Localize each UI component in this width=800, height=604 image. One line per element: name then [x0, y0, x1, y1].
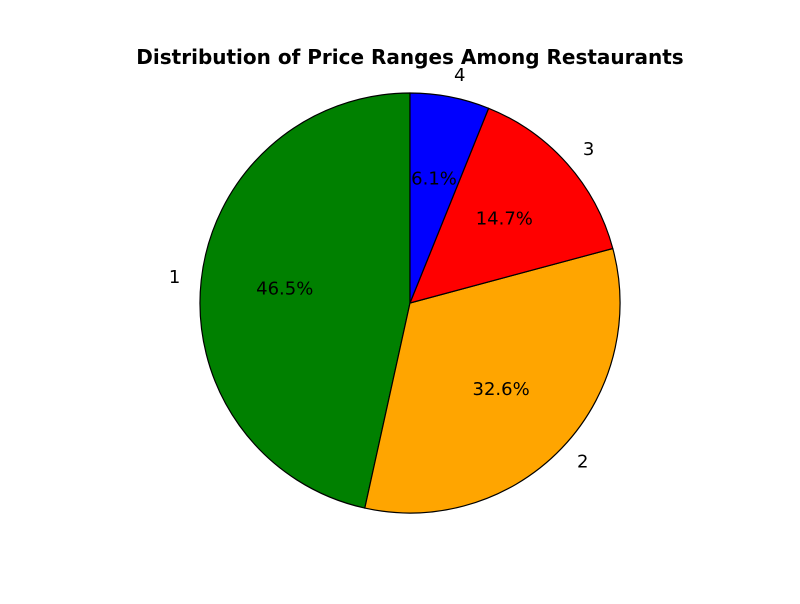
- pie-slice-2: [364, 247, 621, 514]
- pie-slice-4: [409, 92, 490, 304]
- chart-title: Distribution of Price Ranges Among Resta…: [136, 45, 683, 69]
- slice-percent-4: 6.1%: [411, 168, 457, 189]
- pie-slice-3: [409, 107, 614, 304]
- pie-slice-1: [199, 92, 411, 509]
- pie-labels: 1 46.5% 2 32.6% 3 14.7% 4 6.1%: [169, 65, 594, 472]
- pie-slices: [199, 92, 621, 514]
- slice-label-2: 2: [577, 452, 588, 473]
- slice-label-4: 4: [454, 65, 465, 86]
- slice-percent-3: 14.7%: [476, 208, 533, 229]
- slice-percent-1: 46.5%: [256, 278, 313, 299]
- slice-percent-2: 32.6%: [473, 379, 530, 400]
- slice-label-1: 1: [169, 267, 180, 288]
- slice-label-3: 3: [583, 139, 594, 160]
